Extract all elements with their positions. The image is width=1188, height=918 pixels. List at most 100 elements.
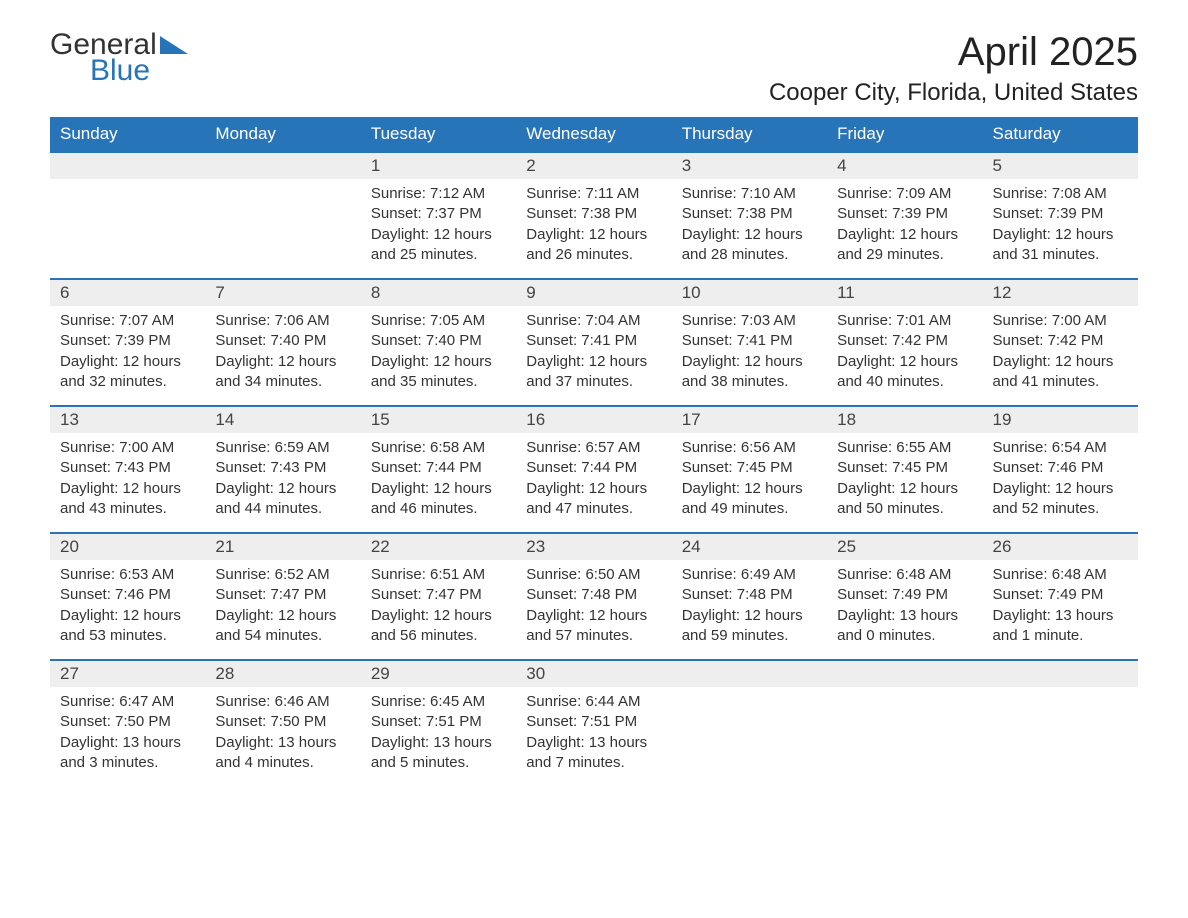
month-title: April 2025: [769, 30, 1138, 75]
daylight2-text: and 35 minutes.: [371, 372, 506, 392]
day-number: 22: [361, 533, 516, 560]
day-cell: Sunrise: 7:08 AMSunset: 7:39 PMDaylight:…: [983, 179, 1138, 279]
day-number: 5: [983, 152, 1138, 179]
sunrise-text: Sunrise: 6:58 AM: [371, 438, 506, 458]
daynum-row: 13141516171819: [50, 406, 1138, 433]
day-header: Wednesday: [516, 117, 671, 152]
daylight2-text: and 59 minutes.: [682, 626, 817, 646]
location-subtitle: Cooper City, Florida, United States: [769, 79, 1138, 107]
sunset-text: Sunset: 7:51 PM: [371, 712, 506, 732]
day-cell: Sunrise: 7:12 AMSunset: 7:37 PMDaylight:…: [361, 179, 516, 279]
day-number: 23: [516, 533, 671, 560]
sunrise-text: Sunrise: 6:55 AM: [837, 438, 972, 458]
sunset-text: Sunset: 7:44 PM: [371, 458, 506, 478]
sunset-text: Sunset: 7:50 PM: [60, 712, 195, 732]
sunset-text: Sunset: 7:42 PM: [993, 331, 1128, 351]
sunset-text: Sunset: 7:39 PM: [837, 204, 972, 224]
day-number: 21: [205, 533, 360, 560]
sunset-text: Sunset: 7:45 PM: [682, 458, 817, 478]
daylight1-text: Daylight: 13 hours: [993, 606, 1128, 626]
day-number: 28: [205, 660, 360, 687]
daylight1-text: Daylight: 12 hours: [682, 225, 817, 245]
daylight2-text: and 26 minutes.: [526, 245, 661, 265]
sunrise-text: Sunrise: 6:47 AM: [60, 692, 195, 712]
daylight2-text: and 49 minutes.: [682, 499, 817, 519]
daylight2-text: and 32 minutes.: [60, 372, 195, 392]
sunrise-text: Sunrise: 6:46 AM: [215, 692, 350, 712]
sunset-text: Sunset: 7:38 PM: [526, 204, 661, 224]
daylight1-text: Daylight: 12 hours: [60, 606, 195, 626]
sunrise-text: Sunrise: 6:49 AM: [682, 565, 817, 585]
day-number: [827, 660, 982, 687]
day-cell: Sunrise: 6:59 AMSunset: 7:43 PMDaylight:…: [205, 433, 360, 533]
day-number: 16: [516, 406, 671, 433]
day-header: Friday: [827, 117, 982, 152]
daylight1-text: Daylight: 12 hours: [682, 479, 817, 499]
logo-triangle-icon: [160, 36, 188, 58]
day-cell: Sunrise: 7:10 AMSunset: 7:38 PMDaylight:…: [672, 179, 827, 279]
sunset-text: Sunset: 7:41 PM: [682, 331, 817, 351]
sunrise-text: Sunrise: 6:56 AM: [682, 438, 817, 458]
sunset-text: Sunset: 7:48 PM: [682, 585, 817, 605]
day-header: Thursday: [672, 117, 827, 152]
sunrise-text: Sunrise: 7:09 AM: [837, 184, 972, 204]
sunrise-text: Sunrise: 6:45 AM: [371, 692, 506, 712]
day-cell: Sunrise: 6:51 AMSunset: 7:47 PMDaylight:…: [361, 560, 516, 660]
day-number: 4: [827, 152, 982, 179]
daylight1-text: Daylight: 12 hours: [215, 479, 350, 499]
day-cell: Sunrise: 7:04 AMSunset: 7:41 PMDaylight:…: [516, 306, 671, 406]
logo-text-line2: Blue: [90, 56, 188, 86]
daylight2-text: and 52 minutes.: [993, 499, 1128, 519]
sunset-text: Sunset: 7:39 PM: [60, 331, 195, 351]
day-number: 13: [50, 406, 205, 433]
day-number: 19: [983, 406, 1138, 433]
sunrise-text: Sunrise: 7:12 AM: [371, 184, 506, 204]
daylight1-text: Daylight: 12 hours: [526, 479, 661, 499]
sunset-text: Sunset: 7:50 PM: [215, 712, 350, 732]
sunset-text: Sunset: 7:42 PM: [837, 331, 972, 351]
daylight1-text: Daylight: 12 hours: [371, 606, 506, 626]
day-cell: Sunrise: 7:00 AMSunset: 7:43 PMDaylight:…: [50, 433, 205, 533]
day-number: [205, 152, 360, 179]
day-header: Sunday: [50, 117, 205, 152]
day-number: 9: [516, 279, 671, 306]
day-number: 11: [827, 279, 982, 306]
logo: General Blue: [50, 30, 188, 86]
day-cell: Sunrise: 6:44 AMSunset: 7:51 PMDaylight:…: [516, 687, 671, 787]
content-row: Sunrise: 6:53 AMSunset: 7:46 PMDaylight:…: [50, 560, 1138, 660]
day-number: 29: [361, 660, 516, 687]
sunset-text: Sunset: 7:47 PM: [371, 585, 506, 605]
sunset-text: Sunset: 7:48 PM: [526, 585, 661, 605]
day-cell: Sunrise: 6:47 AMSunset: 7:50 PMDaylight:…: [50, 687, 205, 787]
day-number: 7: [205, 279, 360, 306]
day-cell: Sunrise: 6:54 AMSunset: 7:46 PMDaylight:…: [983, 433, 1138, 533]
daylight1-text: Daylight: 13 hours: [371, 733, 506, 753]
sunrise-text: Sunrise: 7:03 AM: [682, 311, 817, 331]
daylight1-text: Daylight: 12 hours: [682, 606, 817, 626]
content-row: Sunrise: 7:07 AMSunset: 7:39 PMDaylight:…: [50, 306, 1138, 406]
content-row: Sunrise: 7:12 AMSunset: 7:37 PMDaylight:…: [50, 179, 1138, 279]
daylight2-text: and 38 minutes.: [682, 372, 817, 392]
daynum-row: 20212223242526: [50, 533, 1138, 560]
daylight2-text: and 47 minutes.: [526, 499, 661, 519]
sunrise-text: Sunrise: 6:48 AM: [993, 565, 1128, 585]
sunrise-text: Sunrise: 7:08 AM: [993, 184, 1128, 204]
sunrise-text: Sunrise: 7:11 AM: [526, 184, 661, 204]
day-number: 14: [205, 406, 360, 433]
sunset-text: Sunset: 7:49 PM: [837, 585, 972, 605]
daylight1-text: Daylight: 12 hours: [215, 352, 350, 372]
daylight2-text: and 31 minutes.: [993, 245, 1128, 265]
daylight1-text: Daylight: 12 hours: [837, 479, 972, 499]
daylight2-text: and 34 minutes.: [215, 372, 350, 392]
sunset-text: Sunset: 7:40 PM: [215, 331, 350, 351]
day-cell: Sunrise: 7:07 AMSunset: 7:39 PMDaylight:…: [50, 306, 205, 406]
daylight2-text: and 29 minutes.: [837, 245, 972, 265]
daylight1-text: Daylight: 12 hours: [993, 225, 1128, 245]
sunrise-text: Sunrise: 7:04 AM: [526, 311, 661, 331]
day-number: 26: [983, 533, 1138, 560]
daylight1-text: Daylight: 12 hours: [60, 479, 195, 499]
day-number: 2: [516, 152, 671, 179]
day-cell: Sunrise: 6:48 AMSunset: 7:49 PMDaylight:…: [983, 560, 1138, 660]
day-number: [50, 152, 205, 179]
daylight1-text: Daylight: 12 hours: [371, 225, 506, 245]
